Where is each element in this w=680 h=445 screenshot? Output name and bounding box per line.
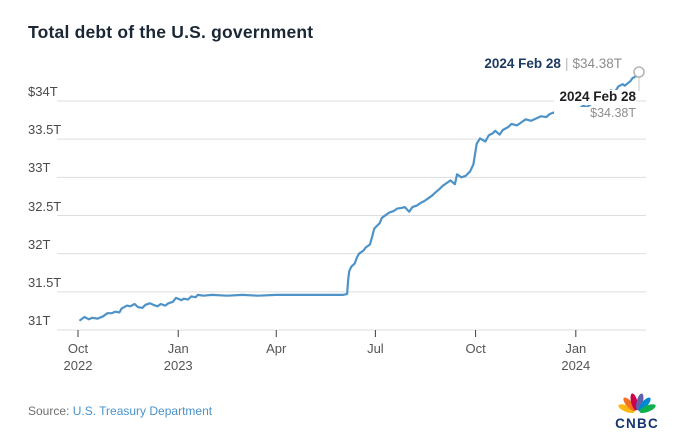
last-point-callout: 2024 Feb 28 $34.38T (554, 88, 636, 120)
x-axis-label: Apr (266, 341, 287, 356)
annotation-value: $34.38T (572, 56, 622, 71)
x-axis-label: Jul (367, 341, 384, 356)
last-point-marker (633, 66, 645, 78)
peacock-feather (623, 397, 636, 412)
peacock-feather (618, 404, 635, 414)
annotation-separator: | (564, 56, 569, 71)
cnbc-logo: CNBC (607, 390, 667, 431)
chart-title: Total debt of the U.S. government (28, 22, 314, 42)
x-axis-label: Jan 2023 (163, 341, 193, 373)
x-axis-label: Oct 2022 (63, 341, 93, 373)
source-line: Source: U.S. Treasury Department (28, 404, 212, 418)
y-axis-label: 31.5T (28, 274, 62, 290)
y-axis-label: $34T (28, 84, 58, 99)
latest-value-annotation: 2024 Feb 28 | $34.38T (484, 56, 622, 71)
callout-value: $34.38T (554, 107, 636, 120)
cnbc-wordmark: CNBC (615, 416, 659, 431)
y-axis-label: 33T (28, 160, 51, 176)
x-axis-label: Jan 2024 (561, 341, 591, 373)
source-prefix: Source: (28, 404, 73, 418)
y-axis-label: 31T (28, 313, 51, 328)
y-axis-label: 32.5T (28, 198, 62, 214)
y-axis-label: 32T (28, 236, 51, 252)
cnbc-peacock-icon (618, 393, 656, 414)
x-axis-label: Oct (465, 341, 486, 356)
peacock-feather (638, 397, 651, 412)
y-axis-label: 33.5T (28, 122, 62, 138)
annotation-date: 2024 Feb 28 (484, 56, 561, 71)
callout-date: 2024 Feb 28 (554, 90, 636, 105)
source-link[interactable]: U.S. Treasury Department (72, 404, 213, 418)
peacock-feather (639, 404, 656, 414)
